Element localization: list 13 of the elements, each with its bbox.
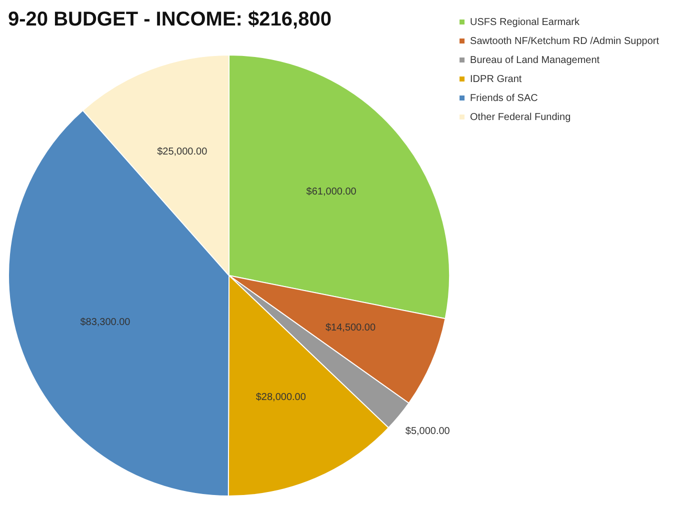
data-label: $28,000.00 xyxy=(256,392,306,403)
data-label: $83,300.00 xyxy=(80,316,131,328)
legend-label: Sawtooth NF/Ketchum RD /Admin Support xyxy=(470,36,660,47)
data-label: $14,500.00 xyxy=(325,322,376,334)
chart-title: 9-20 BUDGET - INCOME: $216,800 xyxy=(8,8,332,31)
legend-label: USFS Regional Earmark xyxy=(470,16,581,28)
legend-label: Other Federal Funding xyxy=(470,112,571,123)
legend-label: IDPR Grant xyxy=(470,74,522,85)
legend-label: Friends of SAC xyxy=(470,92,538,104)
data-label: $25,000.00 xyxy=(157,146,208,158)
data-label: $5,000.00 xyxy=(405,426,450,437)
data-label: $61,000.00 xyxy=(306,186,357,198)
legend-label: Bureau of Land Management xyxy=(470,54,600,66)
